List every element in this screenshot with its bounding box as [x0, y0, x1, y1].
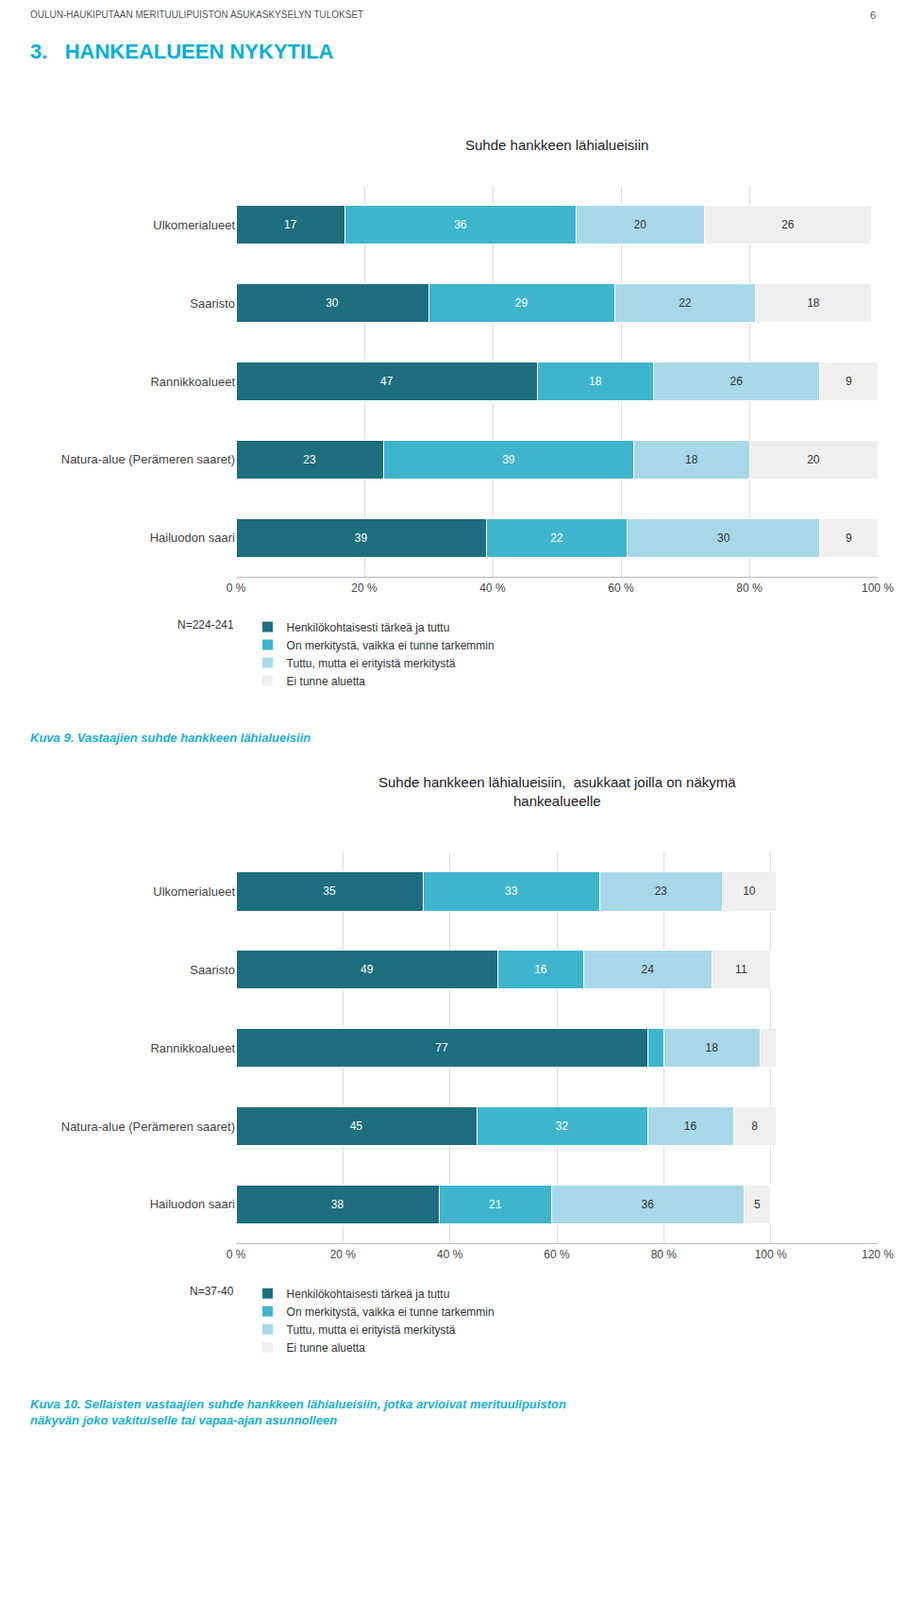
svg-text:21: 21: [488, 1197, 503, 1211]
svg-text:Hailuodon saari: Hailuodon saari: [150, 1196, 235, 1211]
svg-text:Suhde hankkeen lähialueisiin,: Suhde hankkeen lähialueisiin, asukkaat j…: [378, 773, 737, 809]
svg-text:Ulkomerialueet: Ulkomerialueet: [152, 218, 235, 233]
svg-text:Saaristo: Saaristo: [189, 962, 235, 977]
svg-text:Henkilökohtaisesti tärkeä ja t: Henkilökohtaisesti tärkeä ja tuttu: [286, 1287, 451, 1301]
svg-text:Natura-alue (Perämeren saaret): Natura-alue (Perämeren saaret): [61, 452, 235, 467]
svg-text:80 %: 80 %: [651, 1247, 678, 1261]
svg-text:26: 26: [730, 374, 744, 388]
svg-text:18: 18: [588, 374, 603, 388]
svg-text:On merkitystä, vaikka ei tunne: On merkitystä, vaikka ei tunne tarkemmin: [286, 1305, 495, 1319]
svg-text:29: 29: [515, 296, 529, 310]
svg-text:30: 30: [325, 296, 339, 310]
svg-text:22: 22: [550, 531, 564, 545]
svg-text:Ei tunne aluetta: Ei tunne aluetta: [286, 674, 367, 688]
svg-text:10: 10: [742, 884, 756, 898]
svg-text:Hailuodon saari: Hailuodon saari: [150, 530, 235, 545]
svg-text:120 %: 120 %: [861, 1247, 894, 1261]
svg-text:Henkilökohtaisesti tärkeä ja t: Henkilökohtaisesti tärkeä ja tuttu: [286, 620, 451, 635]
svg-text:0 %: 0 %: [226, 581, 247, 595]
svg-text:N=37-40: N=37-40: [189, 1284, 235, 1298]
svg-text:23: 23: [654, 884, 669, 898]
svg-text:9: 9: [845, 374, 853, 388]
svg-text:17: 17: [284, 218, 298, 232]
svg-text:35: 35: [322, 884, 336, 898]
svg-text:16: 16: [534, 962, 548, 976]
svg-text:45: 45: [350, 1119, 364, 1133]
svg-text:49: 49: [360, 962, 374, 976]
svg-text:6: 6: [870, 9, 876, 21]
svg-text:24: 24: [640, 962, 655, 976]
svg-text:39: 39: [502, 453, 516, 467]
svg-text:Rannikkoalueet: Rannikkoalueet: [150, 374, 235, 389]
svg-text:0 %: 0 %: [226, 1247, 247, 1261]
svg-text:Saaristo: Saaristo: [189, 296, 235, 311]
svg-text:39: 39: [354, 531, 369, 545]
svg-text:3. HANKEALUEEN NYKYTILA: 3. HANKEALUEEN NYKYTILA: [30, 39, 335, 64]
svg-text:36: 36: [640, 1197, 655, 1211]
svg-text:N=224-241: N=224-241: [177, 618, 235, 632]
svg-text:20 %: 20 %: [351, 581, 378, 595]
svg-text:80 %: 80 %: [736, 581, 763, 595]
svg-text:20 %: 20 %: [330, 1247, 357, 1261]
svg-text:OULUN-HAUKIPUTAAN MERITUULIPUI: OULUN-HAUKIPUTAAN MERITUULIPUISTON ASUKA…: [30, 9, 364, 20]
svg-text:32: 32: [555, 1119, 570, 1133]
svg-text:Ei tunne aluetta: Ei tunne aluetta: [286, 1341, 367, 1355]
svg-text:33: 33: [504, 884, 519, 898]
svg-text:Natura-alue (Perämeren saaret): Natura-alue (Perämeren saaret): [61, 1119, 235, 1134]
svg-text:60 %: 60 %: [607, 581, 635, 595]
svg-text:36: 36: [453, 218, 468, 232]
svg-text:On merkitystä, vaikka ei tunne: On merkitystä, vaikka ei tunne tarkemmin: [286, 638, 495, 653]
svg-text:77: 77: [435, 1040, 449, 1055]
svg-text:22: 22: [678, 296, 692, 310]
svg-text:26: 26: [781, 218, 795, 232]
svg-text:Ulkomerialueet: Ulkomerialueet: [152, 884, 235, 899]
svg-text:30: 30: [717, 531, 731, 545]
svg-text:18: 18: [704, 1040, 719, 1055]
svg-text:Rannikkoalueet: Rannikkoalueet: [150, 1040, 235, 1056]
svg-text:23: 23: [302, 453, 317, 467]
svg-text:Kuva 10. Sellaisten vastaajien: Kuva 10. Sellaisten vastaajien suhde han…: [30, 1396, 567, 1427]
svg-text:Kuva 9. Vastaajien suhde hankk: Kuva 9. Vastaajien suhde hankkeen lähial…: [30, 730, 311, 745]
svg-text:60 %: 60 %: [543, 1247, 571, 1261]
svg-text:20: 20: [806, 453, 821, 467]
svg-text:5: 5: [754, 1197, 761, 1211]
svg-text:8: 8: [751, 1119, 758, 1133]
svg-text:16: 16: [684, 1119, 698, 1133]
svg-text:47: 47: [380, 374, 394, 388]
svg-text:20: 20: [634, 218, 648, 232]
svg-text:Suhde hankkeen lähialueisiin: Suhde hankkeen lähialueisiin: [465, 136, 649, 153]
svg-text:Tuttu, mutta ei erityistä merk: Tuttu, mutta ei erityistä merkitystä: [286, 1323, 456, 1337]
svg-text:38: 38: [331, 1197, 345, 1211]
svg-text:100 %: 100 %: [861, 581, 894, 595]
svg-text:Tuttu, mutta ei erityistä merk: Tuttu, mutta ei erityistä merkitystä: [286, 656, 456, 671]
svg-text:18: 18: [806, 296, 821, 310]
svg-text:40 %: 40 %: [436, 1247, 464, 1261]
svg-text:40 %: 40 %: [479, 581, 506, 595]
svg-text:100 %: 100 %: [755, 1247, 788, 1261]
svg-text:9: 9: [845, 531, 853, 545]
svg-text:18: 18: [685, 453, 699, 467]
svg-text:11: 11: [735, 962, 748, 976]
